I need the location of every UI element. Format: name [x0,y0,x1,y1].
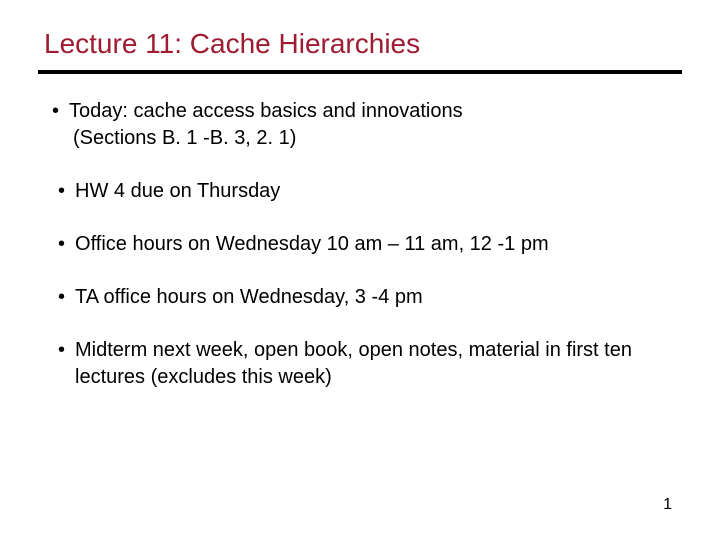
page-number: 1 [663,496,672,514]
bullet-text: HW 4 due on Thursday [75,178,672,205]
bullet-item: • Office hours on Wednesday 10 am – 11 a… [52,231,672,258]
bullet-dot-icon: • [58,178,65,205]
bullet-text: Today: cache access basics and innovatio… [69,98,672,152]
bullet-dot-icon: • [58,284,65,311]
bullet-item: • TA office hours on Wednesday, 3 -4 pm [52,284,672,311]
slide-container: Lecture 11: Cache Hierarchies • Today: c… [0,0,720,540]
bullet-item: • Today: cache access basics and innovat… [52,98,672,152]
bullet-dot-icon: • [52,98,59,125]
slide-title: Lecture 11: Cache Hierarchies [44,28,682,60]
bullet-text: Midterm next week, open book, open notes… [75,337,672,391]
bullet-text-line: Today: cache access basics and innovatio… [69,100,463,122]
bullet-item: • Midterm next week, open book, open not… [52,337,672,391]
bullet-dot-icon: • [58,231,65,258]
title-divider [38,70,682,74]
slide-content: • Today: cache access basics and innovat… [38,98,682,391]
bullet-item: • HW 4 due on Thursday [52,178,672,205]
bullet-text: Office hours on Wednesday 10 am – 11 am,… [75,231,672,258]
bullet-dot-icon: • [58,337,65,364]
bullet-text-line: (Sections B. 1 -B. 3, 2. 1) [73,125,672,152]
bullet-text: TA office hours on Wednesday, 3 -4 pm [75,284,672,311]
